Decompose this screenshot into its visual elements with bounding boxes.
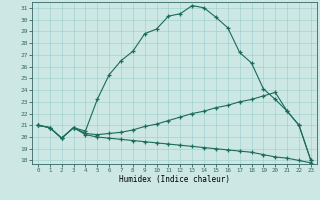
X-axis label: Humidex (Indice chaleur): Humidex (Indice chaleur) bbox=[119, 175, 230, 184]
